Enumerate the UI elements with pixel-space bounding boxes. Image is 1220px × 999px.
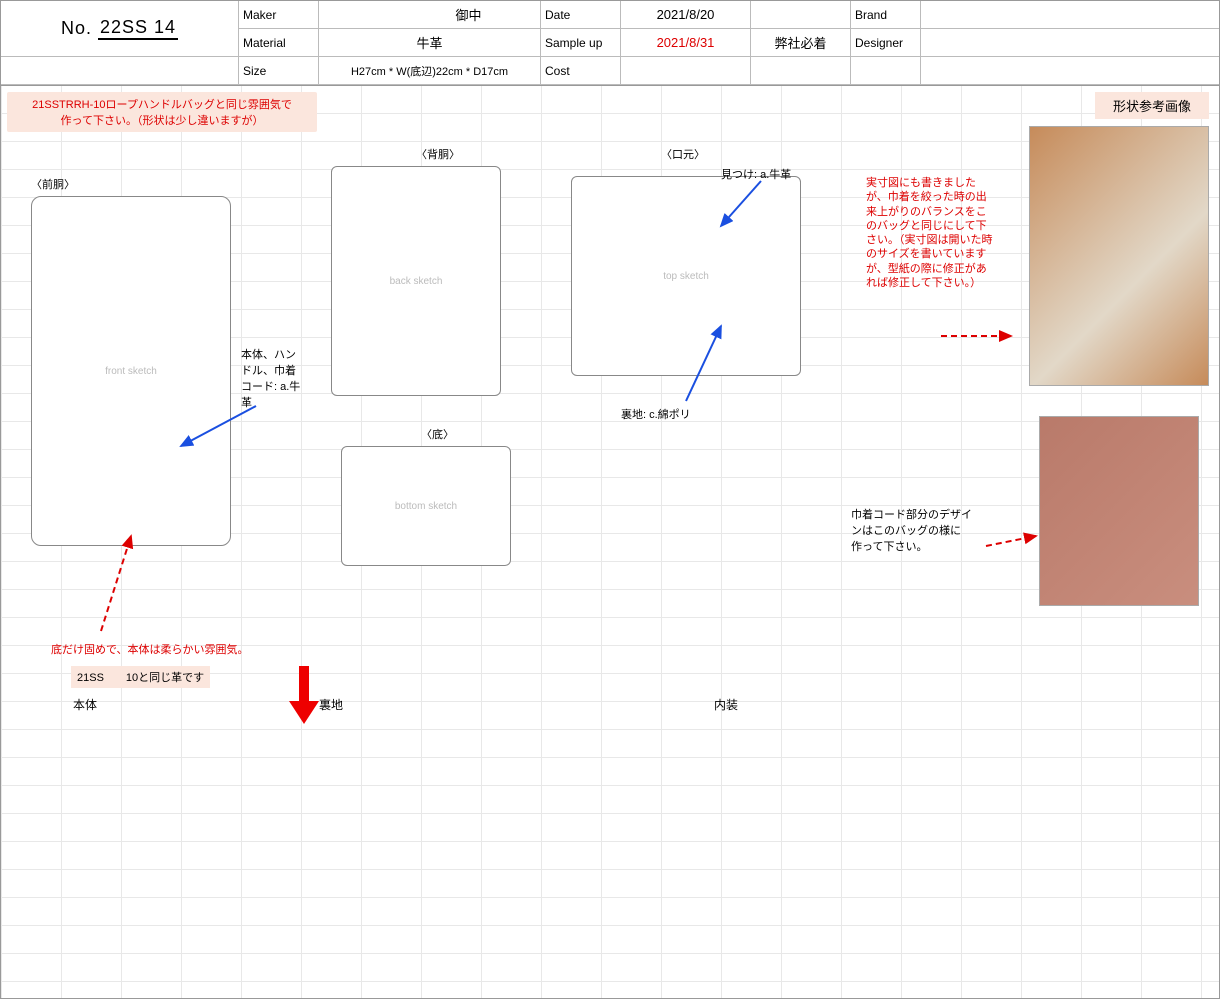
soko-note: 底だけ固めで、本体は柔らかい雰囲気。 [51, 641, 249, 657]
spec-sheet: No. 22SS 14 Maker 御中 Date 2021/8/20 Bran… [0, 0, 1220, 999]
arrow-ref2 [986, 536, 1036, 546]
spacer2 [1, 57, 239, 85]
ref-photo-1 [1029, 126, 1209, 386]
designer-value [921, 29, 1220, 57]
section-body: 本体 [73, 696, 97, 713]
section-interior: 内装 [714, 696, 738, 713]
material-label: Material [239, 29, 319, 57]
header-table: No. 22SS 14 Maker 御中 Date 2021/8/20 Bran… [1, 1, 1219, 86]
brand-value [921, 1, 1220, 29]
main-instruction: 21SSTRRH-10ロープハンドルバッグと同じ雰囲気で 作って下さい。（形状は… [7, 92, 317, 132]
section-lining: 裏地 [319, 696, 343, 713]
drawing-area: 21SSTRRH-10ロープハンドルバッグと同じ雰囲気で 作って下さい。（形状は… [1, 86, 1219, 676]
sample-value: 2021/8/31 [621, 29, 751, 57]
body-handle-note: 本体、ハン ドル、巾着 コード: a.牛 革 [241, 346, 311, 410]
material-value: 牛革 [319, 29, 541, 57]
date-label: Date [541, 1, 621, 29]
sp4 [851, 57, 921, 85]
sample-label: Sample up [541, 29, 621, 57]
ref-note-1: 実寸図にも書きました が、巾着を絞った時の出 来上がりのバランスをこ のバッグと… [866, 176, 996, 290]
size-value: H27cm * W(底辺)22cm * D17cm [319, 57, 541, 85]
ref-note-2: 巾着コード部分のデザイ ンはこのバッグの様に 作って下さい。 [851, 506, 991, 554]
cost-label: Cost [541, 57, 621, 85]
sample-note: 弊社必着 [751, 29, 851, 57]
date-value: 2021/8/20 [621, 1, 751, 29]
product-no: No. 22SS 14 [1, 1, 239, 57]
maker-label: Maker [239, 1, 319, 29]
bottom-label: 〈底〉 [421, 426, 454, 442]
sp3 [751, 57, 851, 85]
back-label: 〈背胴〉 [416, 146, 460, 162]
designer-label: Designer [851, 29, 921, 57]
maker-value: 御中 [319, 1, 541, 29]
sketch-back: back sketch [331, 166, 501, 396]
lining-note: 裏地: c.綿ポリ [621, 406, 691, 422]
arrow-soko [101, 536, 131, 631]
reference-title: 形状参考画像 [1095, 92, 1209, 119]
sketch-bottom: bottom sketch [341, 446, 511, 566]
top-label: 〈口元〉 [661, 146, 705, 162]
front-label: 〈前胴〉 [31, 176, 75, 192]
mitsuke-note: 見つけ: a.牛革 [721, 166, 791, 182]
ref-photo-2 [1039, 416, 1199, 606]
brand-label: Brand [851, 1, 921, 29]
sketch-top: top sketch [571, 176, 801, 376]
cost-value [621, 57, 751, 85]
sp5 [921, 57, 1220, 85]
spacer [751, 1, 851, 29]
size-label: Size [239, 57, 319, 85]
sketch-front: front sketch [31, 196, 231, 546]
same-leather-note: 21SS 10と同じ革です [71, 666, 210, 688]
